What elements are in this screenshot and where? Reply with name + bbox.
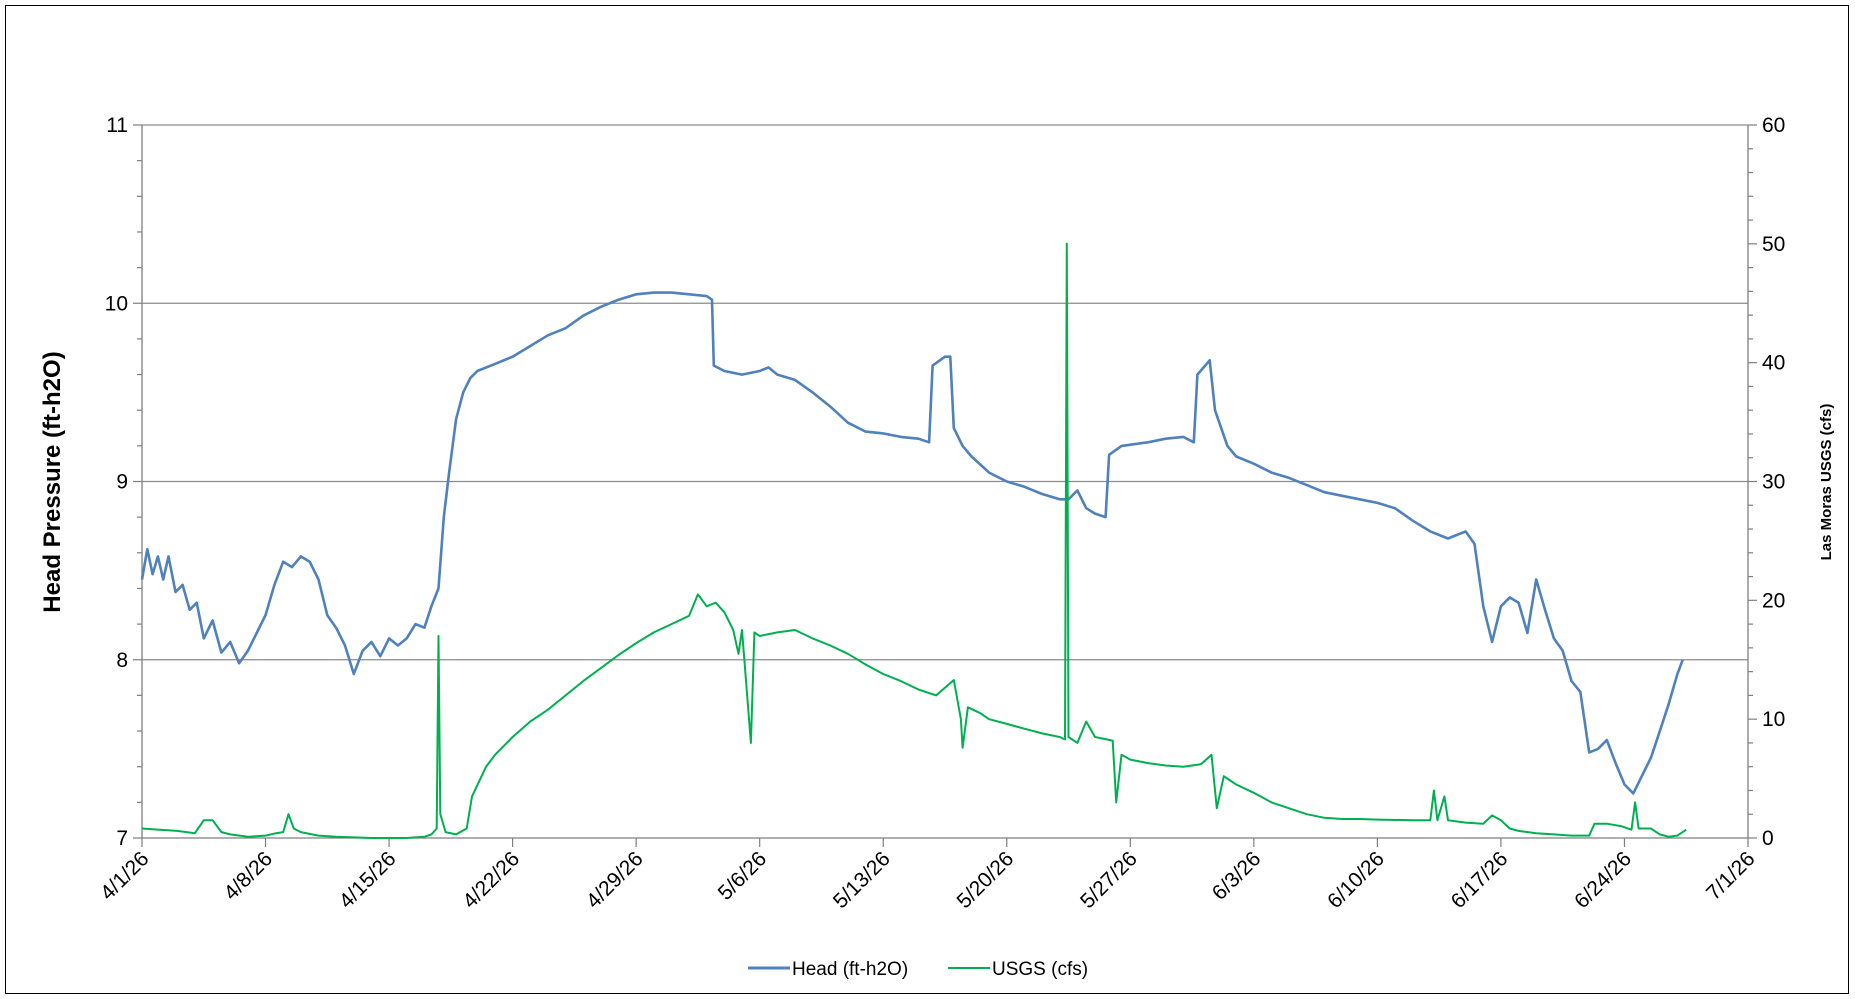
y-left-tick-label-2: 9 <box>116 471 128 494</box>
series-line-1 <box>141 242 1687 839</box>
series-line-0 <box>140 291 1684 795</box>
legend-label-0: Head (ft-h2O) <box>792 959 908 980</box>
gridlines <box>142 124 1748 661</box>
x-tick-label-2: 4/15/26 <box>335 847 401 913</box>
x-tick-label-9: 6/3/26 <box>1208 847 1266 905</box>
legend: Head (ft-h2O) USGS (cfs) <box>748 959 1088 980</box>
x-tick-label-5: 5/6/26 <box>714 847 772 905</box>
x-tick-label-4: 4/29/26 <box>582 847 648 913</box>
y-right-tick-label-6: 60 <box>1762 114 1785 137</box>
x-tick-label-6: 5/13/26 <box>829 847 895 913</box>
y-left-tick-label-1: 8 <box>116 649 128 672</box>
y-right-tick-label-0: 0 <box>1762 827 1774 850</box>
y-left-tick-label-4: 11 <box>106 114 128 137</box>
x-tick-label-1: 4/8/26 <box>220 847 278 905</box>
x-tick-label-11: 6/17/26 <box>1447 847 1513 913</box>
y-right-tick-label-5: 50 <box>1762 233 1785 256</box>
legend-label-1: USGS (cfs) <box>992 959 1088 980</box>
y-axis-title-left: Head Pressure (ft-h2O) <box>39 351 66 612</box>
y-right-tick-label-2: 20 <box>1762 589 1785 612</box>
series-lines <box>140 242 1687 839</box>
x-tick-label-12: 6/24/26 <box>1570 847 1636 913</box>
y-right-tick-label-3: 30 <box>1762 471 1785 494</box>
x-tick-label-10: 6/10/26 <box>1323 847 1389 913</box>
y-right-tick-label-4: 40 <box>1762 352 1785 375</box>
x-tick-label-13: 7/1/26 <box>1702 847 1760 905</box>
y-left-tick-label-0: 7 <box>116 827 128 850</box>
y-right-tick-label-1: 10 <box>1762 708 1785 731</box>
y-axis-title-right: Las Moras USGS (cfs) <box>1818 404 1835 561</box>
x-tick-label-8: 5/27/26 <box>1076 847 1142 913</box>
chart-frame <box>5 5 1849 994</box>
axes: 7 8 9 10 11 0 10 20 30 40 50 60 4/1/26 4/8/26 4/15/26 4… <box>96 114 1785 913</box>
y-left-tick-label-3: 10 <box>105 292 128 315</box>
x-tick-label-3: 4/22/26 <box>458 847 524 913</box>
x-tick-label-0: 4/1/26 <box>96 847 154 905</box>
x-tick-label-7: 5/20/26 <box>952 847 1018 913</box>
